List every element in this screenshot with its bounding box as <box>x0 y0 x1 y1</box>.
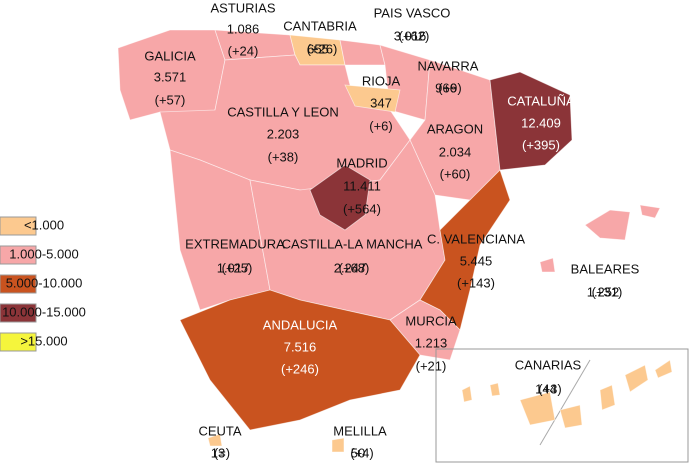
legend-label: <1.000 <box>24 217 64 232</box>
legend-label: 10.000-15.000 <box>2 304 86 319</box>
region-name: BALEARES <box>571 261 640 276</box>
region-change: (+6) <box>369 118 392 133</box>
legend-label: >15.000 <box>20 333 67 348</box>
region-change: (+24) <box>228 43 259 58</box>
region-value: 1.086 <box>227 21 260 36</box>
legend-swatch <box>0 245 37 265</box>
region-value: 2.203 <box>267 126 300 141</box>
region-name: ARAGON <box>427 121 483 136</box>
region-change: (+57) <box>155 92 186 107</box>
region-shape <box>559 404 583 429</box>
legend: <1.000 1.000-5.000 5.000-10.000 10.000-15.0… <box>0 216 86 352</box>
region-change: (+31) <box>592 284 623 299</box>
legend-label: 5.000-10.000 <box>6 275 83 290</box>
region-name: CATALUÑA <box>507 93 575 108</box>
region-change: (+68) <box>339 260 370 275</box>
region-change: (+9) <box>438 80 461 95</box>
region-change: (+26) <box>307 41 338 56</box>
region-value: 13 <box>211 445 225 460</box>
legend-swatch <box>0 216 37 236</box>
inset-frame <box>435 348 689 463</box>
region-value: 5.445 <box>460 253 493 268</box>
region-shape <box>519 391 556 426</box>
region-shape <box>584 209 631 241</box>
region-value: 2.247 <box>334 260 367 275</box>
region-name: EXTREMADURA <box>185 236 285 251</box>
region-name: CASTILLA Y LEON <box>227 104 339 119</box>
region-name: GALICIA <box>144 48 196 63</box>
region-value: 1.017 <box>217 260 250 275</box>
region-change: (+246) <box>281 361 319 376</box>
region-change: (=) <box>214 445 230 460</box>
region-shape <box>331 437 345 453</box>
region-name: C. VALENCIANA <box>427 231 525 246</box>
region-change: (+25) <box>222 260 253 275</box>
regions <box>117 29 689 463</box>
region-name: NAVARRA <box>418 58 479 73</box>
region-value: 2.034 <box>439 144 472 159</box>
region-change: (+60) <box>440 166 471 181</box>
region-value: 966 <box>435 80 457 95</box>
region-change: (+4) <box>350 445 373 460</box>
region-name: ASTURIAS <box>210 0 275 15</box>
legend-swatch <box>0 303 37 323</box>
region-shape <box>207 433 223 447</box>
region-name: ANDALUCIA <box>263 317 338 332</box>
legend-label: 1.000-5.000 <box>9 246 78 261</box>
region-name: CASTILLA-LA MANCHA <box>282 236 423 251</box>
region-shape <box>539 257 556 273</box>
region-value: 11.411 <box>343 178 381 193</box>
region-value: 50 <box>351 445 365 460</box>
region-shape <box>339 39 386 66</box>
region-change: (+62) <box>399 28 430 43</box>
region-value: 1.252 <box>587 284 620 299</box>
region-name: CANARIAS <box>515 357 582 372</box>
region-value: 3.571 <box>154 69 187 84</box>
region-change: (+143) <box>457 275 495 290</box>
region-name: PAIS VASCO <box>374 5 451 20</box>
region-value: 347 <box>370 95 392 110</box>
region-value: 655 <box>307 41 329 56</box>
region-shape <box>654 359 673 379</box>
region-shape <box>639 204 661 219</box>
labels: GALICIA 3.571 (+57) ASTURIAS 1.086 (+24) CANTA… <box>144 0 639 460</box>
region-change: (+38) <box>268 149 299 164</box>
region-value: 3.016 <box>394 28 427 43</box>
region-name: MURCIA <box>405 313 457 328</box>
region-change: (+564) <box>343 201 381 216</box>
region-shape <box>489 382 501 397</box>
region-value: 7.516 <box>284 339 317 354</box>
region-name: RIOJA <box>362 73 401 88</box>
region-name: MADRID <box>336 155 387 170</box>
region-name: MELILLA <box>333 423 387 438</box>
region-shape <box>309 164 371 231</box>
region-name: CANTABRIA <box>283 18 357 33</box>
region-shape <box>179 289 421 431</box>
region-shape <box>344 84 401 113</box>
region-shape <box>624 364 649 393</box>
legend-swatch <box>0 332 37 352</box>
region-change: (+3) <box>538 381 561 396</box>
region-shape <box>599 384 616 411</box>
region-shape <box>461 385 473 403</box>
region-value: 144 <box>535 381 557 396</box>
region-name: CEUTA <box>198 423 241 438</box>
inset-divider <box>539 359 591 446</box>
region-change: (+395) <box>522 137 560 152</box>
region-change: (+21) <box>416 358 447 373</box>
region-value: 1.213 <box>415 335 448 350</box>
legend-swatch <box>0 274 37 294</box>
region-value: 12.409 <box>521 115 561 130</box>
